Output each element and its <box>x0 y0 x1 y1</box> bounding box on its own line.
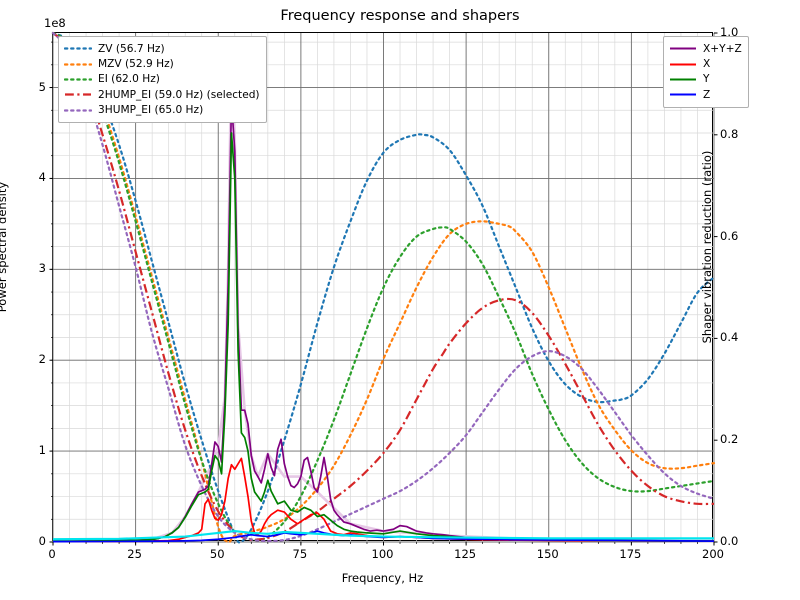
shaper-legend-item: 2HUMP_EI (59.0 Hz) (selected) <box>64 87 260 102</box>
axis-legend: X+Y+Z X Y Z <box>663 36 749 108</box>
y-axis-offset-label: 1e8 <box>44 16 66 30</box>
axis-legend-item: X <box>669 56 742 71</box>
axis-legend-label: X+Y+Z <box>703 42 742 55</box>
y-tick-label-right: 0.4 <box>720 330 739 345</box>
shaper-curve-3 <box>52 32 715 542</box>
psd-curve-x-y-z <box>53 100 715 542</box>
shaper-curve-4 <box>51 31 716 543</box>
tick-marks <box>49 32 718 546</box>
x-tick-label: 50 <box>209 547 225 561</box>
y-tick-label-right: 1.0 <box>720 25 739 39</box>
shaper-legend-item: MZV (52.9 Hz) <box>64 56 260 71</box>
shaper-curve-0 <box>51 31 716 544</box>
y-axis-label-left: Power spectral density <box>0 181 9 313</box>
shaper-legend-label: MZV (52.9 Hz) <box>98 58 174 71</box>
chart-title: Frequency response and shapers <box>280 8 520 24</box>
shaper-legend-label: EI (62.0 Hz) <box>98 73 160 86</box>
axis-legend-label: X <box>703 58 711 71</box>
x-tick-label: 75 <box>292 547 308 561</box>
shaper-legend-item: ZV (56.7 Hz) <box>64 41 260 56</box>
axis-legend-swatch <box>670 47 696 50</box>
x-tick-label: 125 <box>454 547 477 561</box>
shaper-legend-item: 3HUMP_EI (65.0 Hz) <box>64 103 260 118</box>
x-tick-label: 25 <box>127 547 142 561</box>
y-tick-label-left: 0 <box>38 534 46 548</box>
shaper-curve-1 <box>51 31 716 544</box>
y-tick-label-left: 4 <box>38 170 46 185</box>
psd-curve-y <box>53 132 715 543</box>
y-tick-label-right: 0.2 <box>720 432 739 447</box>
shaper-legend-label: 2HUMP_EI (59.0 Hz) (selected) <box>98 88 260 101</box>
shaper-legend-swatch <box>64 78 92 81</box>
psd-curve-shaped-cyan <box>52 529 714 541</box>
x-tick-label: 175 <box>619 547 642 561</box>
x-tick-label: 150 <box>536 547 559 561</box>
shaper-legend-swatch <box>64 62 92 66</box>
shaper-legend: ZV (56.7 Hz) MZV (52.9 Hz) EI (62.0 Hz) 2HU… <box>58 36 267 123</box>
y-tick-label-left: 5 <box>38 79 46 94</box>
x-tick-label: 0 <box>48 547 56 561</box>
x-axis-label: Frequency, Hz <box>341 571 424 585</box>
y-tick-label-left: 2 <box>38 352 46 367</box>
shaper-legend-label: 3HUMP_EI (65.0 Hz) <box>98 104 204 117</box>
shaper-legend-item: EI (62.0 Hz) <box>64 72 260 87</box>
axis-legend-item: Y <box>669 72 742 87</box>
shaper-legend-swatch <box>64 47 92 50</box>
y-tick-label-right: 0.0 <box>720 534 739 548</box>
y-tick-label-right: 0.8 <box>720 126 739 141</box>
x-tick-label: 100 <box>371 547 394 561</box>
axis-legend-item: Z <box>669 87 742 102</box>
data-series-layer <box>51 31 716 544</box>
axis-legend-swatch <box>670 63 696 66</box>
axis-legend-swatch <box>670 93 696 96</box>
axis-legend-label: Z <box>703 88 711 101</box>
shaper-legend-label: ZV (56.7 Hz) <box>98 42 165 55</box>
y-tick-label-left: 1 <box>38 443 46 458</box>
shaper-legend-swatch <box>65 93 91 96</box>
shaper-curve-2 <box>51 31 716 542</box>
shaper-legend-swatch <box>64 109 92 112</box>
y-tick-label-right: 0.6 <box>720 228 739 243</box>
axis-legend-label: Y <box>703 73 710 86</box>
x-tick-label: 200 <box>702 547 724 561</box>
y-tick-label-left: 3 <box>38 261 46 276</box>
axis-legend-swatch <box>670 78 696 81</box>
axis-legend-item: X+Y+Z <box>669 41 742 56</box>
